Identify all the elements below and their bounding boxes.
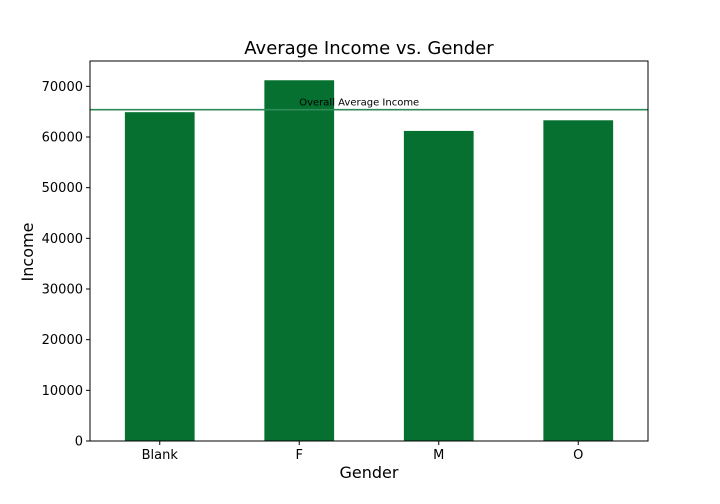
chart-title: Average Income vs. Gender	[244, 38, 494, 59]
x-tick-label: F	[296, 448, 303, 463]
x-tick-label: M	[433, 448, 444, 463]
y-tick-label: 0	[75, 435, 83, 450]
y-tick-label: 10000	[42, 384, 83, 399]
y-tick-label: 40000	[42, 232, 83, 247]
y-tick-label: 20000	[42, 333, 83, 348]
x-tick-label: Blank	[142, 448, 179, 463]
y-tick-label: 30000	[42, 283, 83, 298]
y-tick-label: 70000	[42, 80, 83, 95]
x-axis-label: Gender	[340, 463, 399, 482]
bar-f	[264, 80, 335, 442]
y-axis-label: Income	[18, 223, 37, 282]
y-tick-label: 60000	[42, 131, 83, 146]
y-tick-label: 50000	[42, 181, 83, 196]
bar-blank	[124, 112, 195, 441]
bar-m	[403, 130, 474, 442]
overall-average-label: Overall Average Income	[299, 98, 419, 109]
x-tick-label: O	[573, 448, 583, 463]
plot-frame	[89, 60, 649, 442]
bar-o	[543, 120, 614, 441]
plot-area: Overall Average Income 0 10000 20000 30000 40…	[42, 60, 649, 463]
